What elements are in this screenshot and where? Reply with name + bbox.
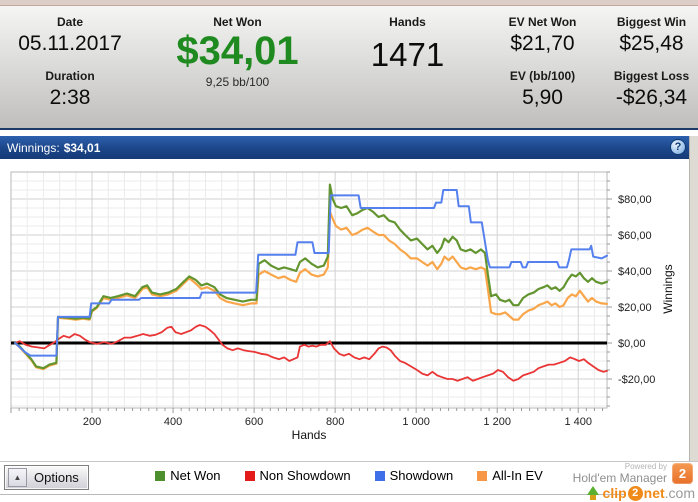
legend-item-non-showdown[interactable]: Non Showdown [244, 468, 351, 483]
window-top-strip [0, 0, 698, 6]
legend-item-showdown[interactable]: Showdown [374, 468, 454, 483]
hands-value: 1471 [370, 36, 445, 73]
legend-label-net-won: Net Won [170, 468, 221, 483]
stat-column-net-won: Net Won $34,01 9,25 bb/100 [140, 6, 335, 128]
svg-text:-$20,00: -$20,00 [618, 374, 655, 386]
ev-bb100-label: EV (bb/100) [509, 69, 576, 83]
duration-value: 2:38 [49, 86, 91, 109]
svg-text:Hands: Hands [292, 428, 327, 442]
date-label: Date [56, 15, 83, 29]
watermark-com-text: .com [664, 485, 695, 501]
legend-swatch-all-in-ev [477, 470, 488, 481]
upload-arrow-icon [586, 485, 599, 500]
svg-text:800: 800 [326, 416, 344, 428]
footer-inner-divider [0, 494, 626, 495]
session-stats-header: Date 05.11.2017 Duration 2:38 Net Won $3… [0, 6, 698, 130]
legend-item-all-in-ev[interactable]: All-In EV [477, 468, 543, 483]
clip2net-watermark: clip 2 net .com [586, 485, 695, 501]
legend-swatch-showdown [374, 470, 385, 481]
svg-text:200: 200 [83, 416, 101, 428]
stat-column-biggest: Biggest Win $25,48 Biggest Loss -$26,34 [605, 6, 698, 128]
footer-divider [0, 461, 698, 462]
net-won-bb100: 9,25 bb/100 [205, 75, 270, 89]
footer-bar: ▲ Options Net Won Non Showdown Showdown … [0, 462, 698, 502]
svg-text:400: 400 [164, 416, 182, 428]
winnings-bar-value: $34,01 [63, 140, 101, 155]
legend-swatch-non-showdown [244, 470, 255, 481]
svg-text:$40,00: $40,00 [618, 266, 652, 278]
legend-label-showdown: Showdown [389, 468, 454, 483]
options-button-label: Options [34, 470, 79, 485]
holdem-manager-logo-icon: 2 [672, 463, 693, 484]
svg-text:$60,00: $60,00 [618, 230, 652, 242]
legend-label-all-in-ev: All-In EV [492, 468, 543, 483]
svg-text:1 400: 1 400 [564, 416, 592, 428]
svg-text:1 200: 1 200 [483, 416, 511, 428]
ev-net-won-label: EV Net Won [508, 15, 577, 29]
options-button[interactable]: ▲ Options [4, 465, 89, 490]
collapse-arrow-icon[interactable]: ▲ [8, 468, 27, 487]
help-icon[interactable]: ? [670, 139, 686, 155]
duration-label: Duration [45, 69, 95, 83]
biggest-loss-label: Biggest Loss [613, 69, 690, 83]
biggest-win-label: Biggest Win [616, 15, 687, 29]
date-value: 05.11.2017 [18, 32, 122, 55]
window-right-edge [689, 136, 698, 502]
watermark-clip-text: clip [602, 485, 627, 501]
svg-text:$20,00: $20,00 [618, 302, 652, 314]
winnings-bar-label: Winnings: [7, 140, 60, 155]
winnings-section-bar: Winnings: $34,01 [0, 136, 689, 159]
stat-column-ev: EV Net Won $21,70 EV (bb/100) 5,90 [480, 6, 605, 128]
stat-column-hands: Hands 1471 [335, 6, 480, 128]
net-won-label: Net Won [213, 15, 262, 29]
legend-swatch-net-won [155, 470, 166, 481]
ev-net-won-value: $21,70 [510, 32, 575, 55]
stat-column-date: Date 05.11.2017 Duration 2:38 [0, 6, 140, 128]
watermark-net-text: net [643, 485, 665, 501]
biggest-loss-value: -$26,34 [615, 86, 688, 109]
winnings-chart: 200 400 600 800 1 000 1 200 1 400 $80,00 $60,00 $… [10, 171, 675, 442]
powered-by-text: Powered by [624, 462, 667, 471]
legend-item-net-won[interactable]: Net Won [155, 468, 221, 483]
hands-label: Hands [389, 15, 426, 29]
svg-text:Winnings: Winnings [661, 264, 675, 313]
ev-bb100-value: 5,90 [522, 86, 563, 109]
brand-name: Hold'em Manager [572, 471, 667, 485]
chart-legend: Net Won Non Showdown Showdown All-In EV [0, 468, 698, 483]
legend-label-non-showdown: Non Showdown [259, 468, 351, 483]
biggest-win-value: $25,48 [619, 32, 684, 55]
svg-text:$0,00: $0,00 [618, 338, 646, 350]
net-won-value: $34,01 [176, 29, 299, 73]
svg-text:$80,00: $80,00 [618, 194, 652, 206]
svg-text:600: 600 [245, 416, 263, 428]
svg-text:1 000: 1 000 [402, 416, 430, 428]
watermark-2-icon: 2 [627, 485, 643, 501]
